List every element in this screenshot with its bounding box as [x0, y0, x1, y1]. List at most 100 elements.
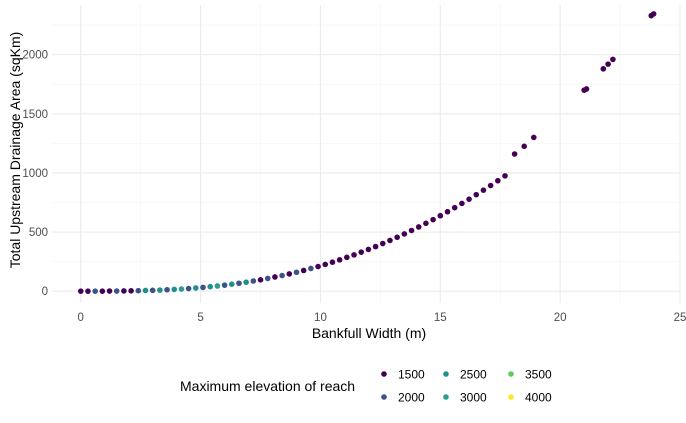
data-point [336, 257, 343, 263]
y-tick-label: 0 [42, 286, 48, 298]
data-point [308, 265, 314, 272]
data-point [250, 278, 257, 284]
data-point [495, 177, 501, 184]
data-point [408, 227, 415, 234]
y-tick-label: 500 [29, 227, 48, 239]
y-axis-ticks: 0 500 1000 1500 2000 [22, 50, 48, 299]
data-point [214, 283, 221, 289]
data-point [530, 134, 537, 141]
data-point [257, 277, 264, 283]
data-point [121, 288, 127, 294]
data-point [415, 224, 422, 230]
x-tick-label: 0 [78, 312, 84, 324]
data-point [157, 287, 163, 293]
data-point [279, 272, 285, 279]
data-point [286, 271, 293, 277]
data-point [221, 282, 228, 288]
legend-label: 4000 [525, 391, 552, 405]
data-point [92, 288, 98, 294]
data-point [459, 200, 465, 207]
data-point [444, 208, 451, 215]
data-point [128, 288, 134, 294]
data-point [600, 66, 607, 72]
data-point [264, 275, 271, 282]
data-point [511, 151, 518, 157]
legend-key [381, 371, 387, 377]
data-point [521, 143, 527, 150]
data-point [394, 234, 400, 241]
legend-key [443, 394, 449, 400]
x-tick-label: 10 [314, 312, 327, 324]
data-point [387, 237, 393, 244]
data-point [164, 286, 170, 293]
data-point [236, 280, 242, 287]
data-point [106, 288, 113, 294]
legend-key [508, 394, 514, 400]
data-point [142, 287, 149, 294]
data-point [207, 283, 213, 290]
data-point [401, 231, 408, 237]
data-point [430, 216, 436, 223]
data-point [85, 288, 91, 294]
data-point [502, 173, 508, 179]
legend-key [381, 394, 387, 400]
legend-label: 2000 [398, 391, 425, 405]
data-point [178, 286, 185, 292]
y-tick-label: 2000 [22, 50, 48, 62]
y-tick-label: 1000 [22, 168, 48, 180]
data-point [193, 285, 199, 291]
y-tick-label: 1500 [22, 109, 48, 121]
data-point [185, 285, 192, 292]
data-point [473, 191, 480, 198]
legend-label: 3500 [525, 368, 552, 382]
data-point [605, 61, 611, 67]
data-point [243, 279, 249, 285]
data-point [423, 220, 429, 227]
y-axis-title: Total Upstream Drainage Area (sqKm) [7, 32, 23, 269]
data-point [610, 56, 616, 63]
x-tick-label: 5 [197, 312, 203, 324]
data-point [466, 196, 472, 202]
data-point [293, 269, 300, 276]
data-point [365, 246, 372, 253]
data-point [372, 243, 379, 250]
legend-key [508, 371, 514, 377]
data-point [379, 240, 386, 247]
legend-label: 1500 [398, 368, 425, 382]
data-point [344, 254, 350, 261]
data-point [99, 288, 106, 294]
x-axis-ticks: 0 5 10 15 20 25 [78, 312, 686, 324]
data-point [300, 267, 307, 274]
data-point [228, 281, 235, 287]
minor-gridlines [52, 5, 680, 303]
data-point [322, 261, 329, 268]
data-point [437, 212, 444, 219]
data-point [272, 274, 278, 280]
data-point [200, 284, 206, 291]
data-point [77, 288, 84, 294]
data-point [351, 252, 357, 258]
data-point [149, 287, 156, 294]
data-point [171, 286, 178, 293]
data-point [583, 86, 590, 92]
data-point [480, 187, 487, 193]
legend-key [443, 371, 449, 377]
data-point [487, 182, 494, 189]
x-tick-label: 20 [554, 312, 567, 324]
legend-title: Maximum elevation of reach [180, 378, 355, 394]
x-tick-label: 25 [674, 312, 686, 324]
x-axis-title: Bankfull Width (m) [312, 325, 426, 341]
x-tick-label: 15 [434, 312, 447, 324]
data-point [329, 259, 336, 266]
data-point [451, 204, 458, 211]
data-point [358, 249, 365, 255]
legend-label: 3000 [460, 391, 487, 405]
data-points [77, 11, 657, 294]
legend-label: 2500 [460, 368, 487, 382]
data-point [650, 11, 657, 17]
data-point [315, 263, 321, 270]
major-gridlines [52, 5, 681, 303]
data-point [113, 288, 120, 294]
legend: Maximum elevation of reach 1500 2000 2500 3… [180, 368, 552, 405]
